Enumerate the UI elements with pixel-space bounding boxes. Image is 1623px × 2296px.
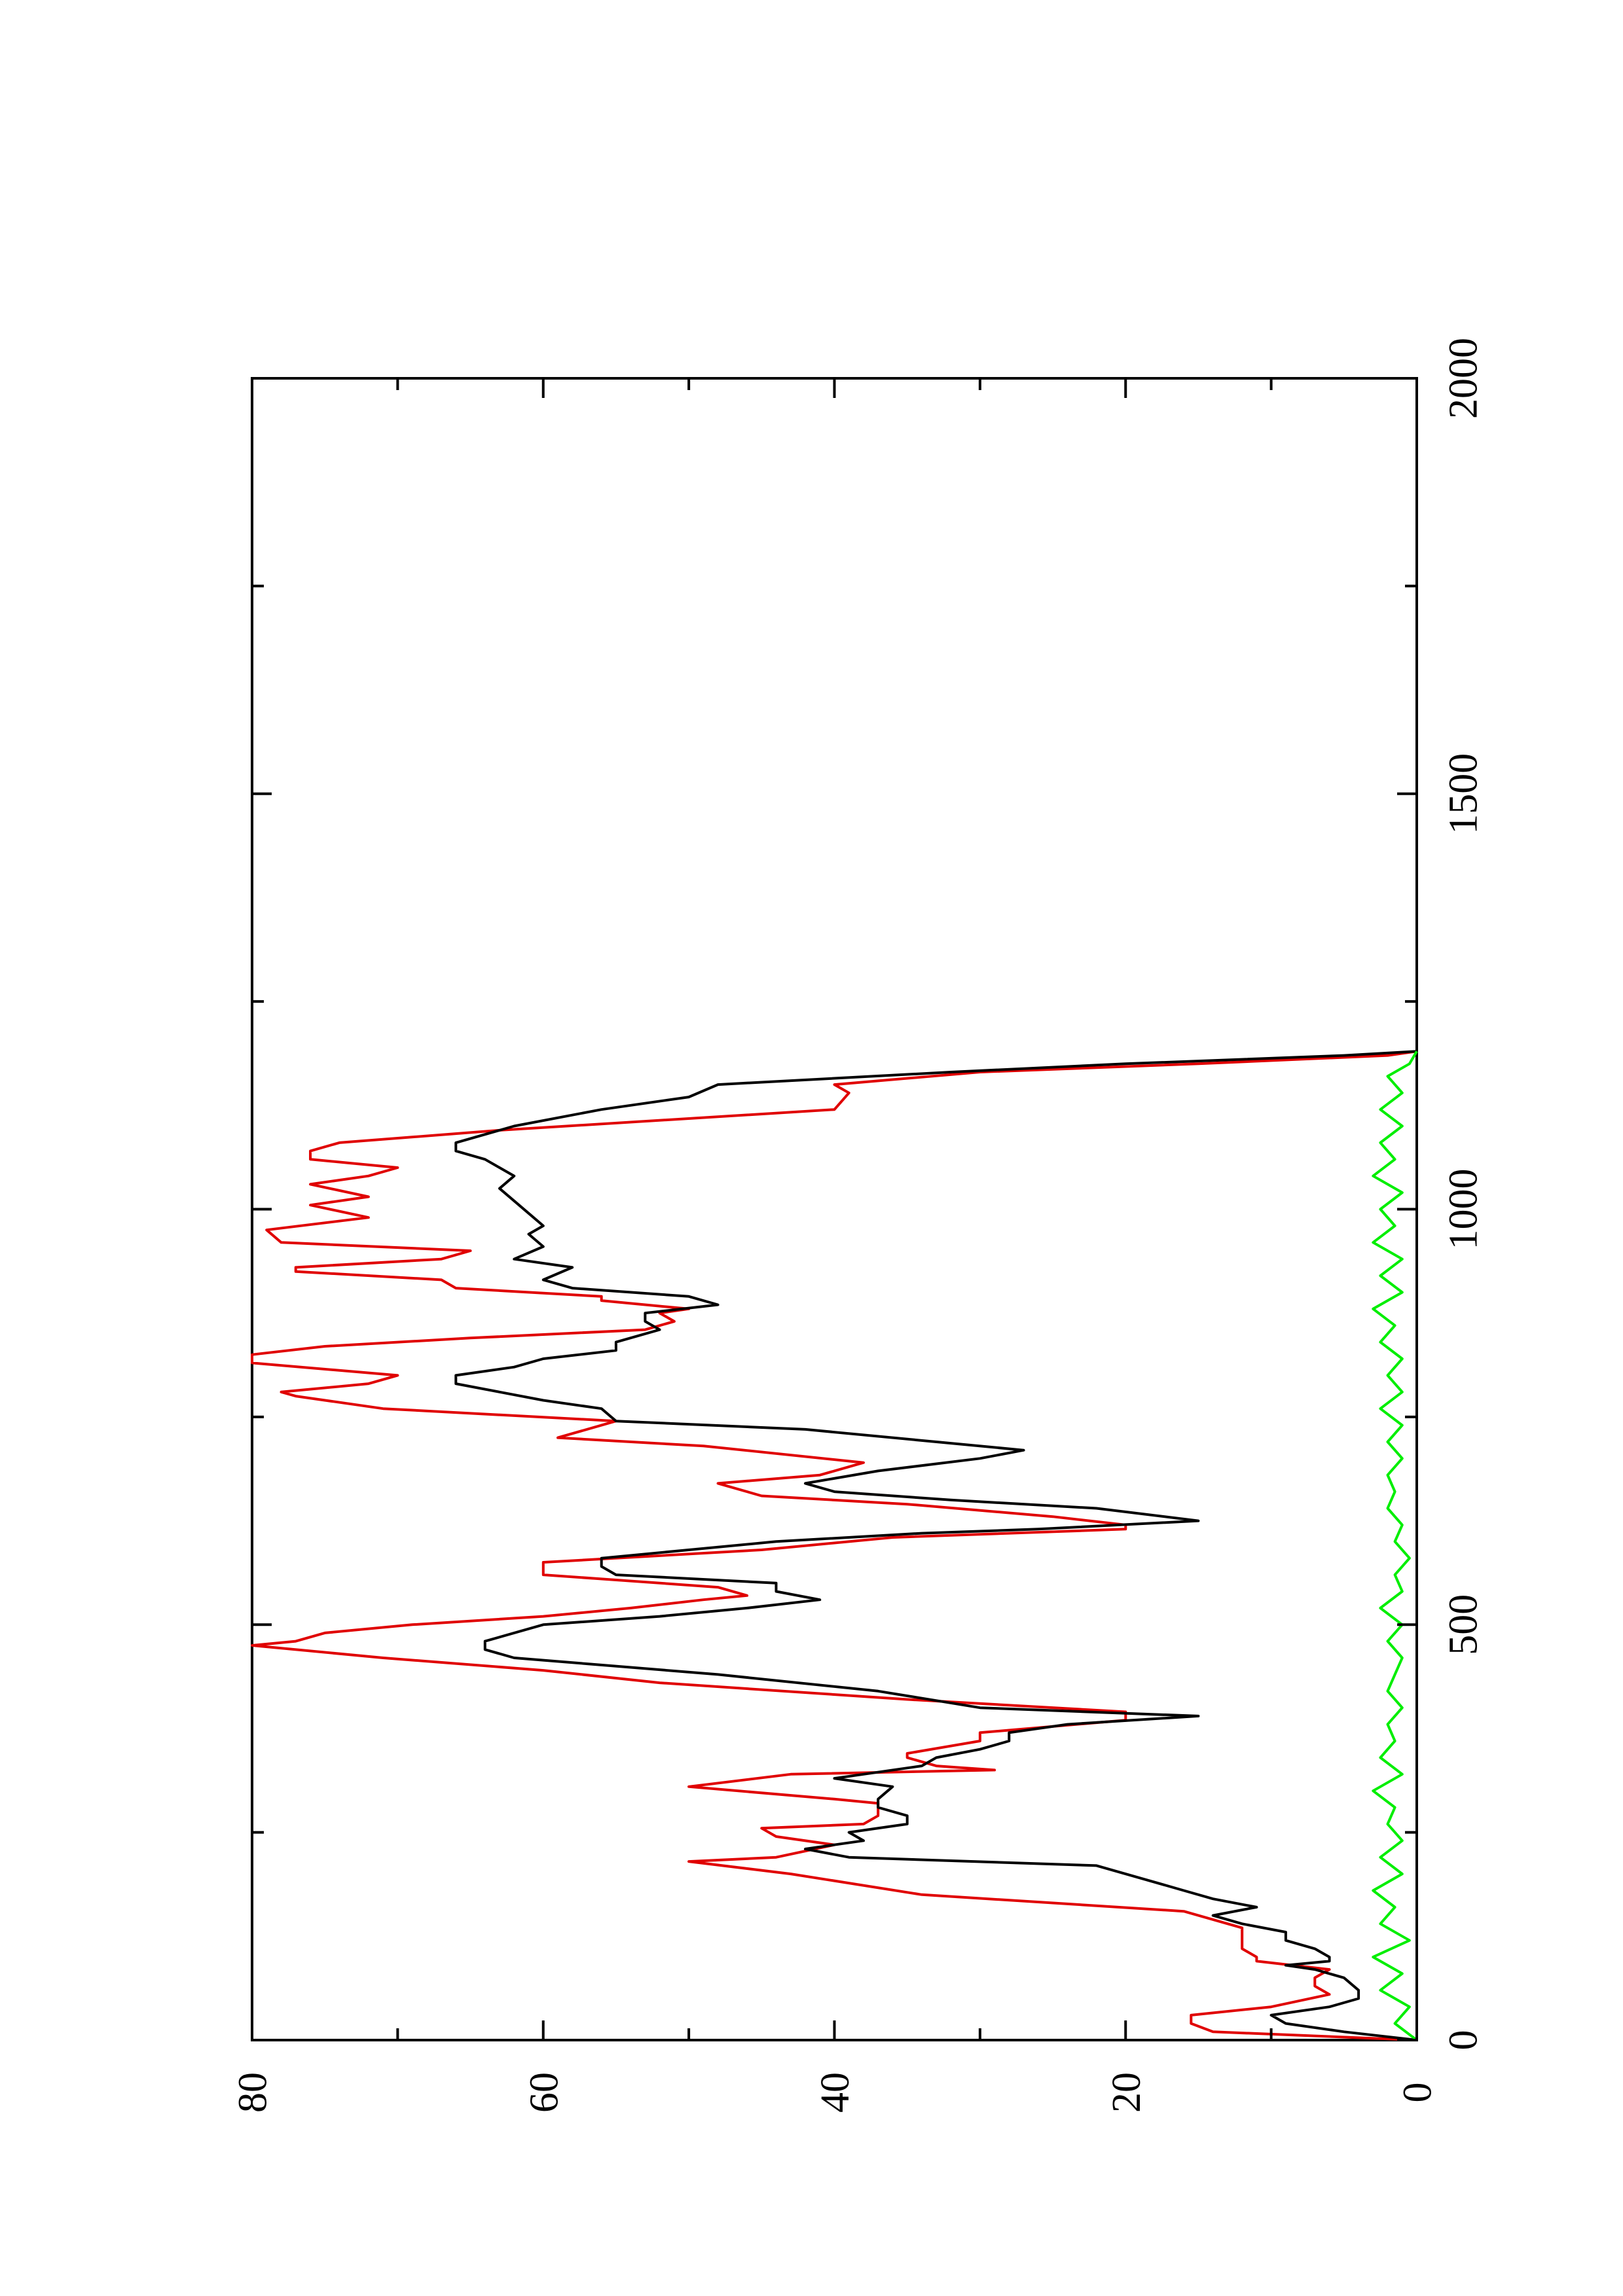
series-layer (251, 1050, 1418, 2041)
x-tick-label: 0 (1442, 2030, 1486, 2051)
plot-frame (251, 377, 1418, 2041)
x-tick-label: 500 (1442, 1594, 1486, 1655)
y-tick-label: 80 (231, 2072, 276, 2113)
y-tick-label: 60 (522, 2072, 566, 2113)
x-tick-label: 1500 (1442, 753, 1486, 834)
series-line-3 (1372, 1050, 1418, 2041)
x-tick-label: 2000 (1442, 338, 1486, 419)
tick-layer: 0 500 1000 1500 2000 0 20 40 60 80 (231, 338, 1486, 2113)
series-line-1 (251, 1050, 1417, 2041)
x-tick-label: 1000 (1442, 1169, 1486, 1250)
y-tick-label: 20 (1104, 2072, 1149, 2113)
y-tick-label: 0 (1396, 2083, 1440, 2103)
series-line-2 (454, 1050, 1417, 2041)
y-tick-label: 40 (813, 2072, 858, 2113)
